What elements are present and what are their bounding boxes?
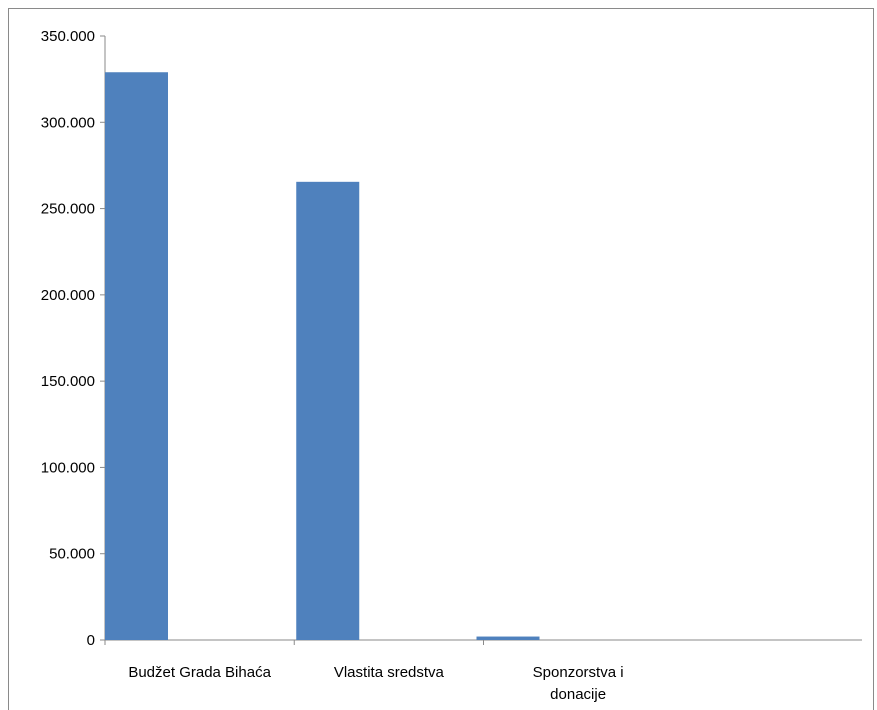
y-tick-label: 300.000 xyxy=(41,114,95,131)
y-tick-label: 250.000 xyxy=(41,201,95,218)
x-tick-label: Vlastita sredstva xyxy=(334,664,445,681)
x-tick-label: Sponzorstva i xyxy=(533,664,624,681)
y-tick-label: 50.000 xyxy=(49,546,95,563)
y-tick-label: 200.000 xyxy=(41,287,95,304)
y-tick-label: 350.000 xyxy=(41,28,95,45)
x-tick-label: Budžet Grada Bihaća xyxy=(128,664,271,681)
bar xyxy=(476,636,540,640)
chart-frame xyxy=(8,8,874,710)
bar xyxy=(105,72,168,641)
bar xyxy=(296,181,360,640)
axes xyxy=(100,35,862,645)
y-tick-label: 100.000 xyxy=(41,459,95,476)
bars xyxy=(105,72,540,641)
x-tick-label: donacije xyxy=(550,686,606,703)
labels: 0 50.000 100.000 150.000 200.000 250.000 300.0… xyxy=(41,28,624,703)
y-tick-label: 150.000 xyxy=(41,373,95,390)
y-tick-label: 0 xyxy=(87,632,95,649)
